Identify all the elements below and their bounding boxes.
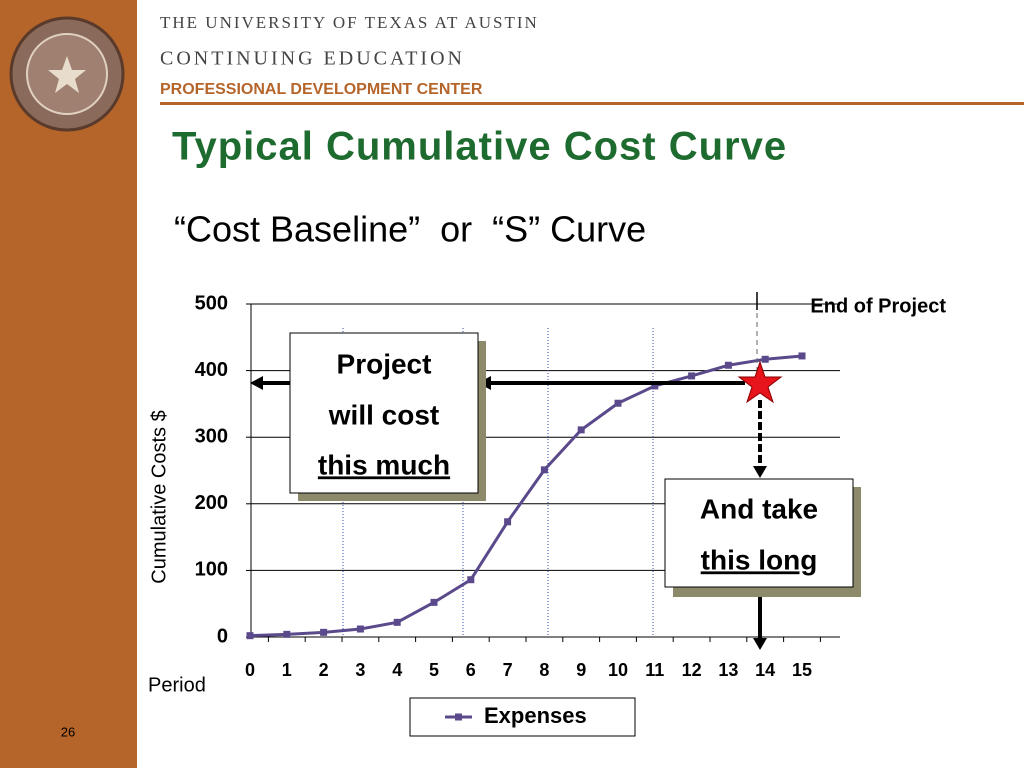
x-tick-label: 12 [682, 660, 702, 680]
data-point [356, 625, 364, 633]
data-point [614, 399, 622, 407]
y-tick-label: 200 [195, 492, 228, 514]
data-point [577, 426, 585, 434]
data-point [798, 352, 806, 360]
data-point [540, 466, 548, 474]
data-point [761, 355, 769, 363]
data-point [724, 361, 732, 369]
y-tick-label: 300 [195, 425, 228, 447]
x-tick-label: 14 [755, 660, 775, 680]
end-star [737, 360, 783, 404]
x-tick-label: 8 [539, 660, 549, 680]
annotation: this long [701, 544, 818, 575]
y-tick-label: 100 [195, 559, 228, 581]
x-tick-label: 15 [792, 660, 812, 680]
annotation: And take [700, 493, 818, 524]
slide-title: Typical Cumulative Cost Curve [172, 125, 787, 169]
x-tick-label: 4 [392, 660, 402, 680]
data-point [688, 372, 696, 380]
annotation: this much [318, 449, 450, 480]
x-tick-label: 6 [466, 660, 476, 680]
header-line: CONTINUING EDUCATION [160, 48, 465, 70]
legend-label: Expenses [484, 703, 587, 728]
callout-time: And take this long [664, 478, 861, 597]
x-tick-label: 1 [282, 660, 292, 680]
x-tick-label: 2 [319, 660, 329, 680]
data-point [651, 382, 659, 390]
header-line: THE UNIVERSITY OF TEXAS AT AUSTIN [160, 13, 539, 32]
callout-cost: Project will cost this much [289, 332, 486, 501]
data-point [320, 628, 328, 636]
legend-swatch [455, 713, 462, 721]
page-number: 26 [61, 724, 75, 739]
annotation: End of Project [810, 295, 946, 317]
x-tick-label: 13 [718, 660, 738, 680]
x-tick-label: 0 [245, 660, 255, 680]
annotation: Project [337, 348, 432, 379]
y-tick-label: 400 [195, 359, 228, 381]
seal [9, 16, 125, 132]
data-point [246, 632, 254, 640]
x-axis-label: Period [148, 674, 206, 696]
header-rule [160, 102, 1024, 105]
data-point [430, 598, 438, 606]
annotation: will cost [328, 399, 439, 430]
x-tick-label: 3 [355, 660, 365, 680]
x-tick-label: 9 [576, 660, 586, 680]
data-point [504, 518, 512, 526]
x-tick-label: 11 [645, 660, 664, 680]
x-tick-label: 10 [608, 660, 628, 680]
y-axis-label: Cumulative Costs $ [148, 410, 170, 583]
y-tick-label: 0 [217, 625, 228, 647]
data-point [393, 618, 401, 626]
data-point [283, 630, 291, 638]
slide-subtitle: “Cost Baseline” or “S” Curve [174, 209, 646, 250]
x-tick-label: 5 [429, 660, 439, 680]
data-point [467, 576, 475, 584]
x-tick-label: 7 [503, 660, 513, 680]
series-line [249, 354, 803, 638]
header-line: PROFESSIONAL DEVELOPMENT CENTER [160, 81, 483, 98]
y-tick-label: 500 [195, 292, 228, 314]
